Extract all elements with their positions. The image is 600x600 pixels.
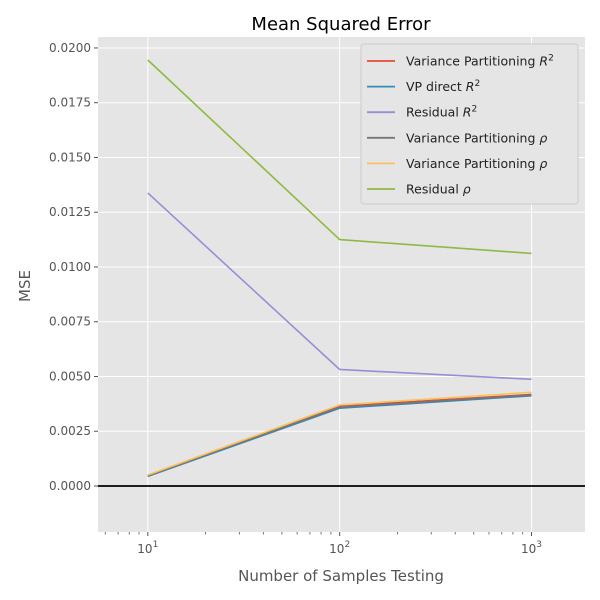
y-tick-label: 0.0050: [49, 369, 91, 383]
x-tick-label: 101: [137, 540, 158, 556]
legend-label-4: Variance Partitioning ρ: [406, 156, 547, 171]
y-tick-label: 0.0000: [49, 479, 91, 493]
y-axis-title: MSE: [16, 270, 34, 302]
legend-label-5: Residual ρ: [406, 182, 471, 197]
series-line-2: [147, 192, 532, 381]
legend-label-0: Variance Partitioning R2: [406, 54, 554, 69]
series-line-3: [147, 394, 532, 477]
legend-box: [360, 43, 579, 205]
chart-title: Mean Squared Error: [251, 14, 431, 35]
y-tick-label: 0.0150: [49, 150, 91, 164]
x-axis-title: Number of Samples Testing: [238, 567, 444, 585]
minor-ticks: [104, 532, 524, 535]
y-tick-label: 0.0075: [49, 315, 91, 329]
y-tick-label: 0.0100: [49, 260, 91, 274]
y-tick-label: 0.0125: [49, 205, 91, 219]
legend-label-3: Variance Partitioning ρ: [406, 130, 547, 145]
y-tick-labels: 0.0000 0.0025 0.0050 0.0075 0.0100 0.0125 0.01…: [49, 41, 98, 493]
series-lines: [147, 59, 532, 478]
x-tick-label: 102: [329, 540, 350, 556]
legend-label-1: VP direct R2: [406, 79, 480, 94]
x-tick-exponent: 2: [344, 540, 350, 550]
x-tick-exponent: 3: [536, 540, 542, 550]
y-tick-label: 0.0025: [49, 424, 91, 438]
legend-label-2: Residual R2: [406, 105, 477, 120]
x-tick-exponent: 1: [153, 540, 159, 550]
x-tick-label: 103: [521, 540, 542, 556]
series-line-5: [147, 59, 532, 255]
y-tick-label: 0.0200: [49, 41, 91, 55]
legend: Variance Partitioning R2 VP direct R2 Resi…: [360, 43, 579, 205]
x-tick-base: 10: [521, 542, 536, 556]
x-tick-base: 10: [329, 542, 344, 556]
x-tick-base: 10: [137, 542, 152, 556]
y-tick-label: 0.0175: [49, 96, 91, 110]
series-line-4: [147, 391, 532, 476]
x-tick-labels: 101 102 103: [137, 532, 542, 556]
